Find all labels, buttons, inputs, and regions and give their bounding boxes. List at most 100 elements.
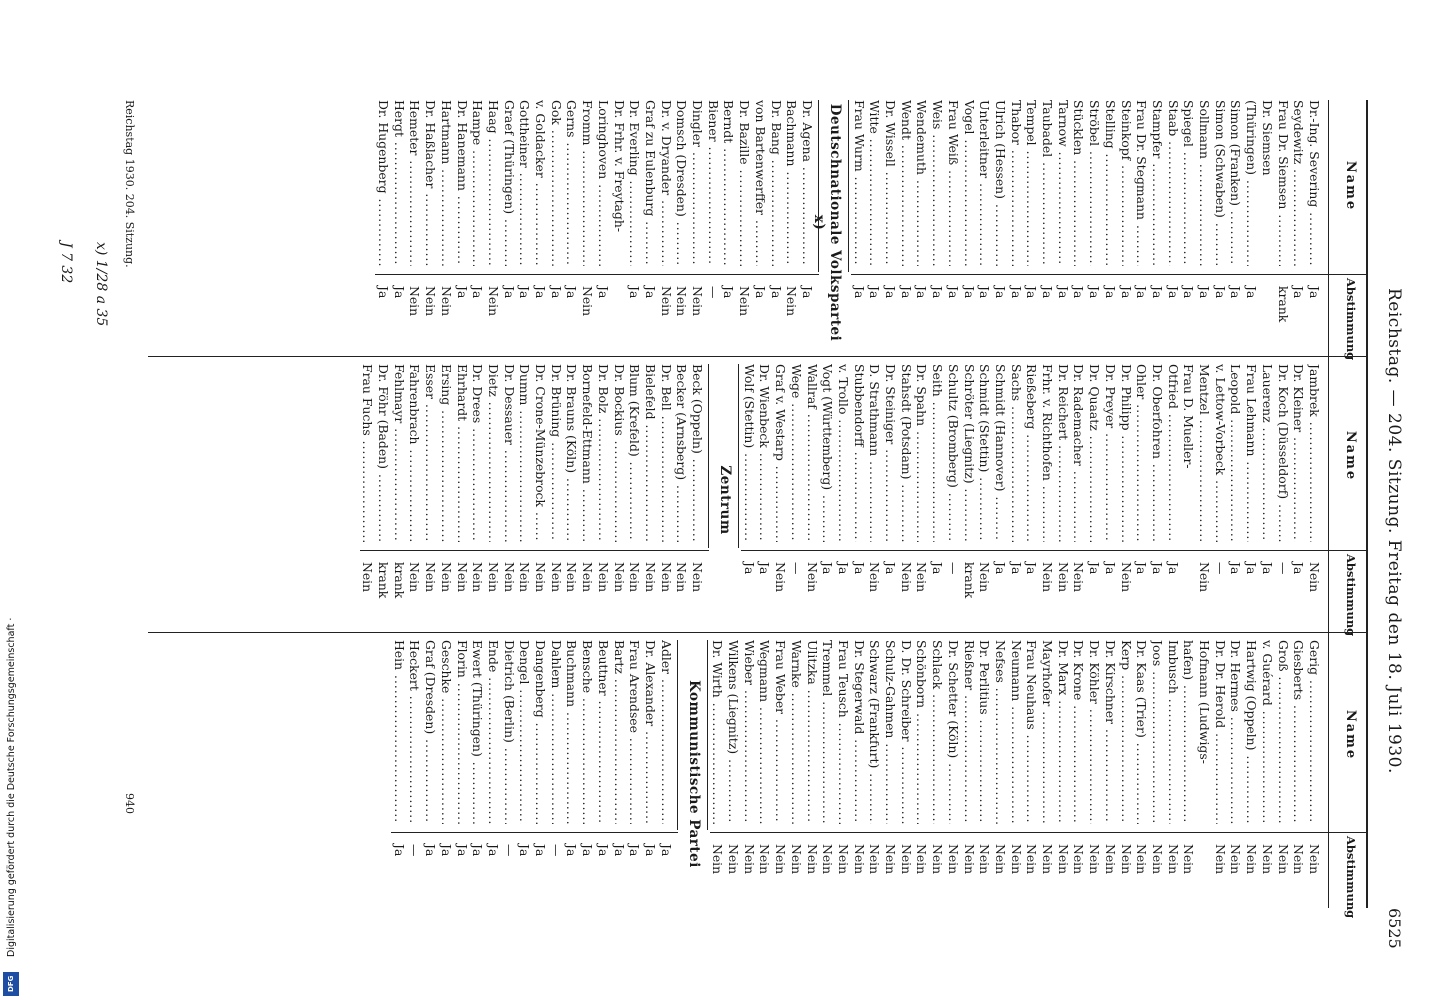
vote-value: Ja [752, 286, 768, 299]
member-name: Thabor .................................… [1008, 100, 1024, 266]
leader-dots: ........................................ [391, 670, 407, 824]
member-name-text: Hartwig (Oppeln) [1244, 640, 1260, 751]
vote-value: Nein [773, 562, 789, 593]
leader-dots: ........................................ [470, 423, 486, 542]
member-name-text: Wendt [898, 100, 914, 140]
member-name-text: Frau Teusch [836, 640, 851, 718]
member-name: Steinkopf ..............................… [1118, 100, 1134, 266]
member-name-text: Dr. Bang [768, 100, 784, 155]
table-row: Heckert ................................… [407, 640, 423, 908]
member-name: Ströbel ................................… [1087, 100, 1102, 266]
vote-column-rule [375, 274, 819, 275]
vote-value: Ja [1228, 286, 1244, 299]
leader-dots: ........................................ [580, 693, 596, 824]
vote-value: Nein [741, 844, 757, 875]
leader-dots: ........................................ [1134, 399, 1150, 542]
party-heading: Deutschnationale Volkspartei x) [811, 103, 843, 342]
leader-dots: ........................................ [548, 124, 564, 266]
member-name: Bartz ..................................… [611, 640, 627, 824]
table-row: Hein ...................................… [391, 640, 407, 908]
member-name-text: Hemeter [407, 100, 423, 156]
table-row: Seith ..................................… [930, 364, 945, 636]
member-name-text: Dr. Agena [800, 100, 815, 162]
table-row: Dr. Stegerwald .........................… [851, 640, 867, 908]
table-row: v. Trollo ..............................… [835, 364, 851, 636]
table-row: Frau Fuchs .............................… [360, 364, 375, 636]
member-name-text: D. Strathmann [867, 364, 883, 457]
leader-dots: ........................................ [627, 457, 642, 542]
member-name: Frau Arendsee ..........................… [627, 640, 642, 824]
member-name-text: Imbusch [1165, 640, 1181, 694]
vote-value: Nein [1165, 844, 1181, 875]
member-name: Fromm ..................................… [580, 100, 596, 266]
table-row: Dengel .................................… [517, 640, 532, 908]
vote-value: Nein [423, 286, 439, 317]
member-name-text: Giesberts [1291, 640, 1307, 701]
member-name-text: Dr. Bockius [611, 364, 627, 436]
member-name-text: Wolf (Stettin) [741, 364, 757, 449]
leader-dots: ........................................ [1259, 705, 1275, 824]
column-divider [148, 632, 1368, 633]
table-row: Hampe ..................................… [470, 100, 485, 345]
vote-value: Nein [851, 844, 867, 875]
table-row: Frau Dr. Siemsen .......................… [1275, 100, 1291, 345]
table-row: Dr. Drees ..............................… [470, 364, 486, 636]
vote-value: Nein [1055, 844, 1071, 875]
vote-column-rule [741, 550, 1368, 551]
leader-dots: ........................................ [758, 448, 773, 542]
member-name-text: Dr. Wissell [883, 100, 899, 167]
member-name: Dr. Preyer .............................… [1102, 364, 1118, 542]
table-row: Ulitzka ................................… [804, 640, 820, 908]
vote-value: Nein [804, 562, 820, 593]
member-name: Schmidt (Hannover) .....................… [992, 364, 1008, 542]
vote-value: Ja [1181, 286, 1197, 299]
member-name-text: Dr. v. Dryander [658, 100, 674, 196]
member-name: Staab ..................................… [1165, 100, 1181, 266]
vote-value: Nein [1055, 562, 1071, 593]
leader-dots: ........................................ [580, 145, 596, 266]
member-name: Dr. Alexander ..........................… [642, 640, 658, 824]
member-name-text: Dr. Perlitius [977, 640, 993, 715]
member-name: Witte ..................................… [867, 100, 882, 266]
leader-dots: ........................................ [705, 141, 721, 266]
table-row: Tempel .................................… [1024, 100, 1039, 345]
table-row: Imbusch ................................… [1165, 640, 1181, 908]
leader-dots: ........................................ [674, 480, 689, 542]
vote-value: Ja [1102, 562, 1118, 575]
leader-dots: ........................................ [946, 488, 961, 542]
member-name-text: Wilkens (Liegnitz) [726, 640, 742, 755]
member-name-text: Gerig [1307, 640, 1322, 676]
vote-value: Nein [757, 844, 773, 875]
member-name-text: Dr. Bell [658, 364, 674, 411]
vote-value: Nein [438, 562, 454, 593]
vote-value: Nein [1134, 844, 1150, 875]
table-row: Dr. Wienbeck ...........................… [757, 364, 773, 636]
member-name-text: Adler [658, 640, 674, 675]
leader-dots: ........................................ [1072, 466, 1087, 542]
vote-value: Nein [407, 286, 423, 317]
member-name: Gok ....................................… [548, 100, 564, 266]
table-row: Graf zu Eulenburg ......................… [642, 100, 658, 345]
table-row: Groß ...................................… [1275, 640, 1291, 908]
member-name-text: v. Guérard [1259, 640, 1275, 706]
member-name-text: v. Trollo [836, 364, 851, 415]
vote-value: Nein [1259, 844, 1275, 875]
vote-value: Ja [1071, 286, 1087, 299]
member-name-text: Jambrek [1307, 364, 1322, 417]
leader-dots: ........................................ [899, 742, 914, 825]
member-name-text: Schröter (Liegnitz) [961, 364, 977, 484]
table-row: Dr. Schetter (Köln) ....................… [945, 640, 961, 908]
member-name-text: Dr. Koch (Düsseldorf) [1275, 364, 1291, 500]
member-name-text: Nefses [993, 640, 1008, 683]
member-name-text: Ulitzka [804, 640, 820, 685]
table-row: Fromm ..................................… [580, 100, 596, 345]
vote-value: Nein [1008, 844, 1024, 875]
leader-dots: ........................................ [1134, 220, 1149, 266]
table-row: Dr. Alexander ..........................… [642, 640, 658, 908]
member-name: Imbusch ................................… [1165, 640, 1181, 824]
table-row: Ulrich (Hessen) ........................… [992, 100, 1008, 345]
member-name: Bachmann ...............................… [784, 100, 799, 266]
section-rule [708, 364, 710, 548]
vote-value: Nein [726, 844, 742, 875]
leader-dots: ........................................ [1024, 429, 1040, 542]
